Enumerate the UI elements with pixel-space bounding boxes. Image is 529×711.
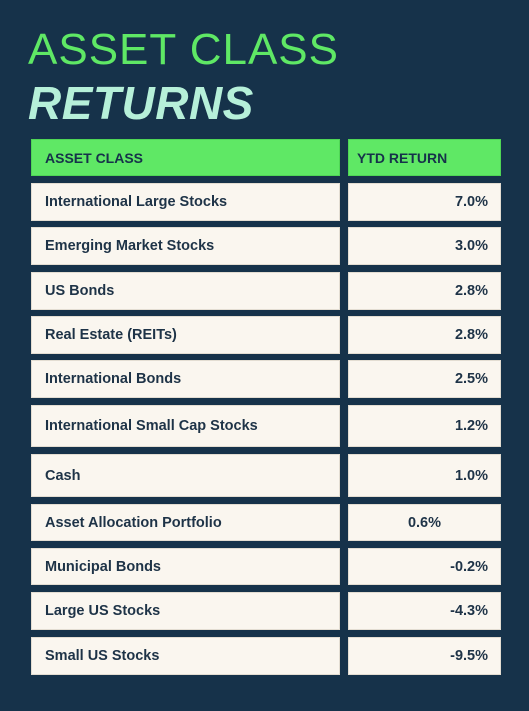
table-row-asset: Large US Stocks [31,592,340,630]
table-row-asset: International Small Cap Stocks [31,405,340,447]
page-title-line1: ASSET CLASS [28,25,339,74]
page-title-line2: RETURNS [28,77,254,129]
header-asset-class: ASSET CLASS [31,139,340,176]
header-ytd-return: YTD RETURN [348,139,501,176]
table-row-asset: International Large Stocks [31,183,340,221]
table-row-ytd: -0.2% [348,548,501,585]
table-row-ytd: 0.6% [348,504,501,541]
table-row-ytd: 2.8% [348,316,501,354]
table-row-asset: Municipal Bonds [31,548,340,585]
table-row-ytd: 7.0% [348,183,501,221]
table-row-asset: Cash [31,454,340,497]
table-row-ytd: 1.2% [348,405,501,447]
table-row-asset: US Bonds [31,272,340,310]
table-row-ytd: 1.0% [348,454,501,497]
table-row-ytd: 2.5% [348,360,501,398]
table-row-ytd: 3.0% [348,227,501,265]
table-row-ytd: 2.8% [348,272,501,310]
table-row-asset: Real Estate (REITs) [31,316,340,354]
table-row-ytd: -4.3% [348,592,501,630]
table-row-asset: Asset Allocation Portfolio [31,504,340,541]
table-row-ytd: -9.5% [348,637,501,675]
table-row-asset: Emerging Market Stocks [31,227,340,265]
table-row-asset: Small US Stocks [31,637,340,675]
table-row-asset: International Bonds [31,360,340,398]
